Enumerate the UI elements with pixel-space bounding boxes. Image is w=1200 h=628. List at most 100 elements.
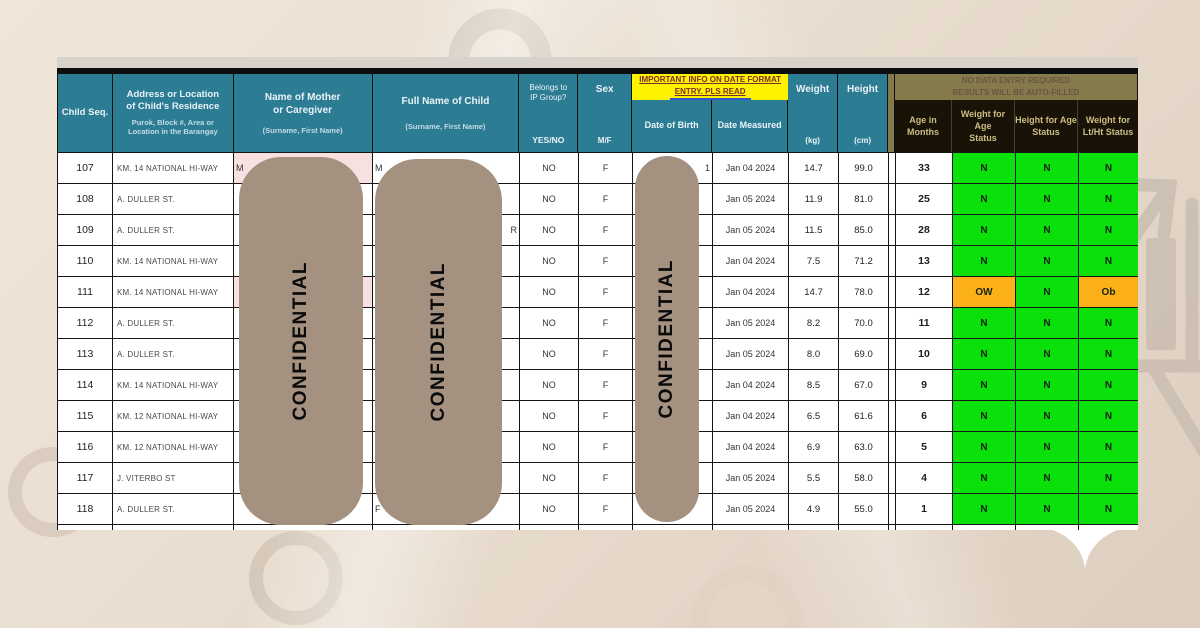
- cell-address[interactable]: A. DULLER ST.: [112, 338, 234, 370]
- cell-address[interactable]: KM. 14 NATIONAL HI-WAY: [112, 276, 234, 308]
- cell-date-measured[interactable]: Jan 04 2024: [712, 400, 789, 432]
- cell-date-measured[interactable]: Jan 04 2024: [712, 369, 789, 401]
- cell-weight-for-age-status[interactable]: N: [952, 493, 1016, 525]
- cell-seq[interactable]: 107: [57, 152, 113, 184]
- cell-date-measured[interactable]: Jan 05 2024: [712, 307, 789, 339]
- cell-height[interactable]: 99.0: [838, 152, 889, 184]
- cell-age-months[interactable]: 1: [895, 493, 953, 525]
- cell-height[interactable]: 70.0: [838, 307, 889, 339]
- cell-ip[interactable]: NO: [519, 276, 579, 308]
- cell-weight-for-length-status[interactable]: Ob: [1078, 276, 1138, 308]
- cell-weight-for-age-status[interactable]: N: [952, 338, 1016, 370]
- cell-address[interactable]: KM. 12 NATIONAL HI-WAY: [112, 431, 234, 463]
- cell-ip[interactable]: NO: [519, 431, 579, 463]
- cell-age-months[interactable]: 4: [895, 462, 953, 494]
- cell-height-for-age-status[interactable]: N: [1015, 431, 1079, 463]
- cell-weight-for-age-status[interactable]: N: [952, 152, 1016, 184]
- cell-height-for-age-status[interactable]: N: [1015, 493, 1079, 525]
- cell-address[interactable]: KM. 12 NATIONAL HI-WAY: [112, 400, 234, 432]
- cell-date-measured[interactable]: Jan 05 2024: [712, 183, 789, 215]
- cell-sex[interactable]: F: [578, 307, 633, 339]
- cell-age-months[interactable]: 9: [895, 369, 953, 401]
- cell-age-months[interactable]: 6: [895, 400, 953, 432]
- cell-weight-for-age-status[interactable]: N: [952, 462, 1016, 494]
- cell-seq[interactable]: 113: [57, 338, 113, 370]
- cell-seq[interactable]: 116: [57, 431, 113, 463]
- cell-ip[interactable]: NO: [519, 369, 579, 401]
- cell-weight-for-length-status[interactable]: N: [1078, 400, 1138, 432]
- cell-weight[interactable]: 11.5: [788, 214, 839, 246]
- cell-seq[interactable]: 114: [57, 369, 113, 401]
- cell-weight-for-age-status[interactable]: N: [952, 183, 1016, 215]
- cell-address[interactable]: A. DULLER ST.: [112, 307, 234, 339]
- cell-weight-for-length-status[interactable]: N: [1078, 307, 1138, 339]
- cell-weight[interactable]: 8.5: [788, 369, 839, 401]
- cell-weight-for-length-status[interactable]: N: [1078, 493, 1138, 525]
- cell-height[interactable]: 67.0: [838, 369, 889, 401]
- cell-weight[interactable]: 14.7: [788, 152, 839, 184]
- cell-date-measured[interactable]: Jan 05 2024: [712, 493, 789, 525]
- cell-weight-for-length-status[interactable]: N: [1078, 462, 1138, 494]
- cell-sex[interactable]: F: [578, 245, 633, 277]
- cell-seq[interactable]: 110: [57, 245, 113, 277]
- cell-height-for-age-status[interactable]: N: [1015, 152, 1079, 184]
- cell-weight[interactable]: 8.2: [788, 307, 839, 339]
- cell-height[interactable]: 61.6: [838, 400, 889, 432]
- cell-address[interactable]: A. DULLER ST.: [112, 183, 234, 215]
- cell-address[interactable]: A. DULLER ST.: [112, 214, 234, 246]
- cell-sex[interactable]: F: [578, 462, 633, 494]
- cell-weight-for-age-status[interactable]: N: [952, 431, 1016, 463]
- cell-date-measured[interactable]: Jan 04 2024: [712, 245, 789, 277]
- cell-seq[interactable]: 117: [57, 462, 113, 494]
- cell-height[interactable]: 69.0: [838, 338, 889, 370]
- cell-height[interactable]: 81.0: [838, 183, 889, 215]
- cell-weight[interactable]: 14.7: [788, 276, 839, 308]
- cell-weight-for-length-status[interactable]: N: [1078, 338, 1138, 370]
- cell-address[interactable]: KM. 14 NATIONAL HI-WAY: [112, 152, 234, 184]
- cell-weight-for-length-status[interactable]: N: [1078, 369, 1138, 401]
- cell-ip[interactable]: NO: [519, 245, 579, 277]
- note-link[interactable]: ENTRY. PLS READ: [669, 86, 751, 100]
- cell-sex[interactable]: F: [578, 276, 633, 308]
- cell-age-months[interactable]: 28: [895, 214, 953, 246]
- cell-date-measured[interactable]: Jan 04 2024: [712, 152, 789, 184]
- cell-date-measured[interactable]: Jan 05 2024: [712, 214, 789, 246]
- cell-date-measured[interactable]: Jan 05 2024: [712, 338, 789, 370]
- cell-age-months[interactable]: 13: [895, 245, 953, 277]
- cell-height-for-age-status[interactable]: N: [1015, 214, 1079, 246]
- cell-weight-for-length-status[interactable]: N: [1078, 431, 1138, 463]
- cell-age-months[interactable]: 11: [895, 307, 953, 339]
- cell-height-for-age-status[interactable]: N: [1015, 276, 1079, 308]
- cell-seq[interactable]: 109: [57, 214, 113, 246]
- cell-date-measured[interactable]: Jan 04 2024: [712, 431, 789, 463]
- cell-sex[interactable]: F: [578, 214, 633, 246]
- cell-weight[interactable]: 8.0: [788, 338, 839, 370]
- cell-height[interactable]: 78.0: [838, 276, 889, 308]
- cell-address[interactable]: KM. 14 NATIONAL HI-WAY: [112, 245, 234, 277]
- cell-ip[interactable]: NO: [519, 307, 579, 339]
- cell-height[interactable]: 85.0: [838, 214, 889, 246]
- cell-height-for-age-status[interactable]: N: [1015, 400, 1079, 432]
- cell-seq[interactable]: 112: [57, 307, 113, 339]
- cell-weight[interactable]: 4.9: [788, 493, 839, 525]
- cell-address[interactable]: KM. 14 NATIONAL HI-WAY: [112, 369, 234, 401]
- cell-height[interactable]: 55.0: [838, 493, 889, 525]
- cell-height-for-age-status[interactable]: N: [1015, 307, 1079, 339]
- cell-ip[interactable]: NO: [519, 493, 579, 525]
- cell-weight[interactable]: 6.9: [788, 431, 839, 463]
- cell-height[interactable]: 58.0: [838, 462, 889, 494]
- cell-sex[interactable]: F: [578, 369, 633, 401]
- cell-weight-for-age-status[interactable]: OW: [952, 276, 1016, 308]
- cell-address[interactable]: A. DULLER ST.: [112, 493, 234, 525]
- cell-weight-for-age-status[interactable]: N: [952, 245, 1016, 277]
- cell-age-months[interactable]: 12: [895, 276, 953, 308]
- cell-weight-for-length-status[interactable]: N: [1078, 152, 1138, 184]
- cell-weight-for-length-status[interactable]: N: [1078, 214, 1138, 246]
- cell-height-for-age-status[interactable]: N: [1015, 183, 1079, 215]
- cell-height-for-age-status[interactable]: N: [1015, 462, 1079, 494]
- cell-sex[interactable]: F: [578, 338, 633, 370]
- cell-ip[interactable]: NO: [519, 152, 579, 184]
- cell-age-months[interactable]: 33: [895, 152, 953, 184]
- cell-ip[interactable]: NO: [519, 462, 579, 494]
- cell-weight-for-age-status[interactable]: N: [952, 400, 1016, 432]
